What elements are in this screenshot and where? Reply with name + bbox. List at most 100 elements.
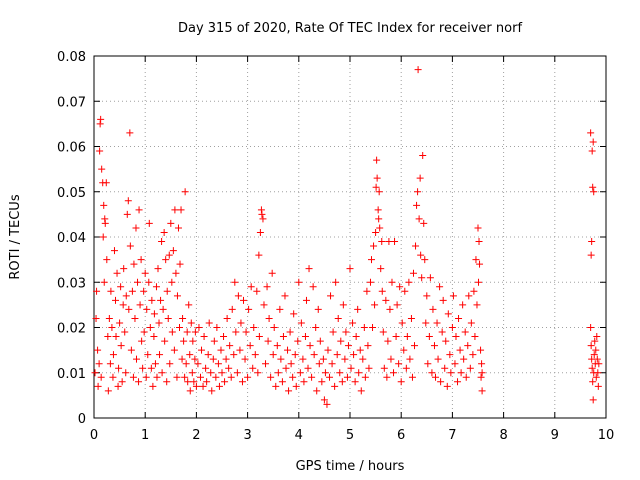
data-point: [103, 256, 111, 264]
data-point: [390, 369, 398, 377]
data-point: [155, 319, 163, 327]
y-tick-label: 0.01: [57, 367, 86, 382]
data-point: [115, 364, 123, 372]
data-point: [265, 314, 273, 322]
data-point: [140, 328, 148, 336]
data-point: [366, 278, 374, 286]
data-point: [349, 319, 357, 327]
data-point: [438, 328, 446, 336]
data-point: [176, 260, 184, 268]
data-point: [446, 351, 454, 359]
data-point: [254, 369, 262, 377]
data-point: [94, 346, 102, 354]
data-point: [214, 360, 222, 368]
data-point: [369, 324, 377, 331]
data-point: [465, 292, 473, 300]
data-point: [460, 355, 468, 363]
data-point: [378, 238, 386, 246]
data-point: [436, 283, 444, 291]
data-point: [383, 373, 391, 381]
data-point: [373, 156, 381, 164]
data-point: [232, 328, 240, 336]
data-point: [274, 369, 282, 377]
data-point: [590, 188, 598, 196]
data-point: [192, 382, 200, 390]
data-point: [165, 251, 173, 259]
data-point: [589, 396, 597, 404]
x-tick-label: 2: [192, 428, 200, 443]
data-point: [469, 351, 477, 359]
data-point: [319, 355, 327, 363]
data-point: [220, 333, 228, 341]
data-point: [343, 373, 351, 381]
data-point: [461, 328, 469, 336]
data-point: [149, 382, 157, 390]
data-point: [109, 351, 117, 359]
data-point: [223, 314, 231, 322]
data-point: [456, 346, 464, 354]
data-point: [209, 355, 217, 363]
data-point: [247, 283, 255, 291]
data-point: [222, 355, 230, 363]
data-point: [203, 378, 211, 386]
data-point: [286, 328, 294, 336]
data-point: [277, 355, 285, 363]
data-point: [331, 382, 339, 390]
data-point: [295, 278, 303, 286]
data-point: [212, 373, 220, 381]
data-point: [473, 301, 481, 309]
data-point: [130, 260, 138, 268]
data-point: [590, 351, 598, 359]
data-point: [146, 324, 154, 331]
data-point: [351, 378, 359, 386]
data-point: [397, 378, 405, 386]
data-point: [398, 319, 406, 327]
data-point: [392, 333, 400, 341]
data-point: [255, 333, 263, 341]
data-point: [470, 287, 478, 295]
data-point: [378, 287, 386, 295]
data-point: [459, 301, 467, 309]
data-point: [421, 256, 429, 264]
data-point: [589, 138, 597, 146]
data-point: [110, 247, 118, 255]
data-point: [413, 201, 421, 209]
data-points: [91, 66, 603, 408]
data-point: [375, 215, 383, 223]
data-point: [139, 364, 147, 372]
data-point: [127, 346, 135, 354]
data-point: [333, 351, 341, 359]
x-tick-label: 1: [141, 428, 149, 443]
data-point: [372, 183, 380, 191]
data-point: [104, 387, 112, 395]
y-tick-label: 0.08: [57, 50, 86, 65]
data-point: [352, 333, 360, 341]
data-point: [420, 219, 428, 227]
data-point: [189, 337, 197, 345]
data-point: [113, 269, 121, 277]
data-point: [593, 355, 601, 363]
data-point: [183, 328, 191, 336]
data-point: [204, 351, 212, 359]
data-point: [327, 292, 335, 300]
data-point: [592, 346, 600, 354]
data-point: [305, 265, 313, 273]
data-point: [478, 369, 486, 377]
data-point: [131, 314, 139, 322]
data-point: [150, 333, 158, 341]
data-point: [257, 206, 265, 214]
y-tick-label: 0.06: [57, 141, 86, 156]
data-point: [215, 382, 223, 390]
y-ticks: 0 0.01 0.02 0.03 0.04 0.05 0.06 0.07 0.08: [57, 50, 606, 427]
data-point: [449, 292, 457, 300]
data-point: [125, 305, 133, 313]
data-point: [476, 260, 484, 268]
data-point: [414, 66, 422, 74]
data-point: [320, 396, 328, 404]
data-point: [123, 210, 131, 218]
data-point: [347, 364, 355, 372]
data-point: [100, 278, 108, 286]
data-point: [452, 333, 460, 341]
data-point: [91, 369, 99, 377]
x-tick-label: 10: [598, 428, 615, 443]
